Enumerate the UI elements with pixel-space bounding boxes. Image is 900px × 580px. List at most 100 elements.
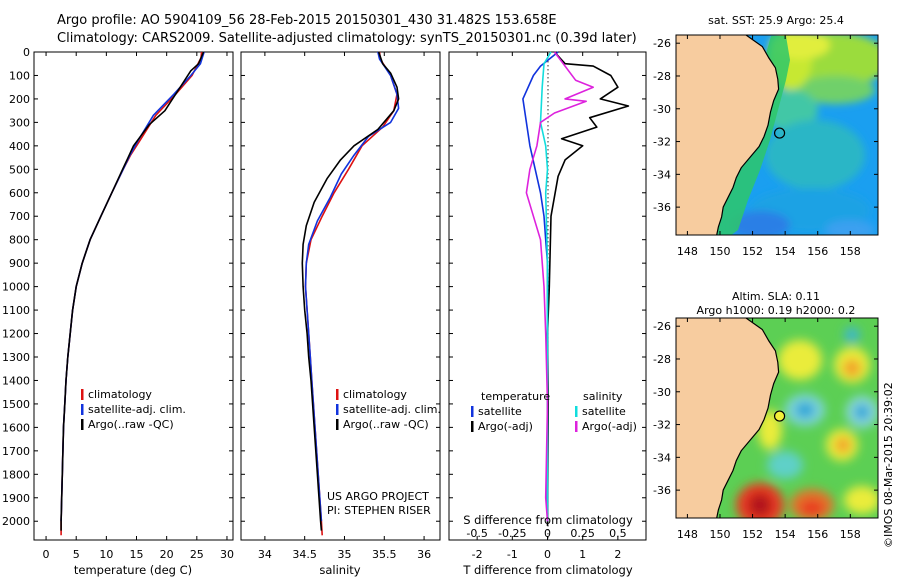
legend-label: temperature <box>481 390 550 403</box>
legend-swatch <box>336 404 339 415</box>
series-line-argo-raw-qc- <box>60 51 205 531</box>
depth-tick-label: 100 <box>9 69 30 82</box>
depth-tick-label: 300 <box>9 116 30 129</box>
map-y-tick-label: -36 <box>653 201 671 214</box>
x-tick-label: -2 <box>472 548 483 561</box>
map-y-tick-label: -32 <box>653 136 671 149</box>
legend-label: Argo(..raw -QC) <box>343 418 429 431</box>
salinity-plot-frame <box>240 51 441 541</box>
map-x-tick-label: 154 <box>775 245 796 258</box>
x-tick-label: 35.5 <box>372 548 397 561</box>
x-tick-label: 2 <box>614 548 621 561</box>
figure-title-line1: Argo profile: AO 5904109_56 28-Feb-2015 … <box>57 13 557 28</box>
sst-map-ticks: 148 150 152 154 156 158 -26 -28 -30 -32 -34 -36 <box>653 35 878 258</box>
figure-title-line2: Climatology: CARS2009. Satellite-adjuste… <box>57 31 637 46</box>
depth-tick-label: 1000 <box>2 281 30 294</box>
sst-map-title: sat. SST: 25.9 Argo: 25.4 <box>708 14 844 27</box>
x-tick-label: 20 <box>160 548 174 561</box>
depth-tick-label: 1600 <box>2 421 30 434</box>
map-y-tick-label: -30 <box>653 386 671 399</box>
sla-map-area <box>676 318 878 518</box>
x-tick-label: -1 <box>507 548 518 561</box>
map-y-tick-label: -28 <box>653 70 671 83</box>
difference-x-ticks: -2 -1 0 1 2 <box>449 51 646 561</box>
temperature-x-ticks: 0 5 10 15 20 25 30 <box>34 51 234 561</box>
map-y-tick-label: -26 <box>653 320 671 333</box>
map-x-tick-label: 150 <box>709 528 730 541</box>
sst-map-frame <box>675 34 879 236</box>
sst-field <box>730 35 878 235</box>
depth-tick-label: 200 <box>9 93 30 106</box>
map-y-tick-label: -34 <box>653 451 671 464</box>
sst-map-area <box>676 35 878 235</box>
series-line-argo-raw-qc- <box>301 51 400 531</box>
legend-label: Argo(..raw -QC) <box>88 418 174 431</box>
map-y-tick-label: -36 <box>653 484 671 497</box>
series-line-salinity-satellite <box>539 51 552 522</box>
salinity-series-group <box>301 51 400 536</box>
pi-annotation: PI: STEPHEN RISER <box>327 504 431 517</box>
depth-tick-label: 1400 <box>2 374 30 387</box>
difference-series-group <box>522 51 630 526</box>
depth-tick-label: 1800 <box>2 468 30 481</box>
imos-footer: ©IMOS 08-Mar-2015 20:39:02 <box>882 382 895 548</box>
depth-tick-label: 1200 <box>2 328 30 341</box>
sla-map-panel: Altim. SLA: 0.11 Argo h1000: 0.19 h2000:… <box>653 290 879 541</box>
sla-map-frame <box>675 317 879 519</box>
temperature-plot-frame <box>33 51 234 541</box>
x-tick-label: 25 <box>190 548 204 561</box>
legend-swatch <box>575 421 578 432</box>
map-y-tick-label: -32 <box>653 419 671 432</box>
salinity-x-ticks: 34 34.5 35 35.5 36 <box>241 51 440 561</box>
map-x-tick-label: 154 <box>775 528 796 541</box>
map-x-tick-label: 158 <box>840 528 861 541</box>
depth-tick-label: 2000 <box>2 515 30 528</box>
depth-tick-label: 800 <box>9 234 30 247</box>
depth-tick-label: 1500 <box>2 398 30 411</box>
salinity-difference-ticks: -0.5 -0.25 0 0.25 0.5 <box>466 527 626 540</box>
legend-swatch <box>471 421 474 432</box>
s-difference-axis-label: S difference from climatology <box>463 513 633 527</box>
depth-tick-label: 0 <box>23 46 30 59</box>
depth-tick-label: 400 <box>9 140 30 153</box>
sla-map-title-line1: Altim. SLA: 0.11 <box>732 290 820 303</box>
depth-tick-label: 1700 <box>2 445 30 458</box>
x-tick-label: 35 <box>337 548 351 561</box>
map-x-tick-label: 152 <box>742 528 763 541</box>
sst-float-marker <box>773 127 786 139</box>
depth-tick-label: 1300 <box>2 351 30 364</box>
legend-label: climatology <box>343 388 407 401</box>
series-line-temperature-satellite <box>522 51 559 522</box>
legend-label: satellite <box>478 405 522 418</box>
temperature-legend: climatology satellite-adj. clim. Argo(..ra… <box>81 388 186 431</box>
map-y-tick-label: -30 <box>653 103 671 116</box>
difference-legend: temperature satellite Argo(-adj) salinity sa… <box>471 390 637 433</box>
map-x-tick-label: 148 <box>677 528 698 541</box>
depth-tick-label: 600 <box>9 187 30 200</box>
legend-swatch <box>81 419 84 430</box>
legend-swatch <box>81 404 84 415</box>
map-y-tick-label: -34 <box>653 168 671 181</box>
depth-tick-label: 1100 <box>2 304 30 317</box>
sla-field <box>736 327 878 518</box>
t-difference-axis-label: T difference from climatology <box>462 563 633 577</box>
x-tick-label: 34.5 <box>292 548 317 561</box>
map-y-tick-label: -26 <box>653 37 671 50</box>
series-line-salinity-argo-adj- <box>525 51 595 522</box>
project-annotation: US ARGO PROJECT <box>327 490 429 503</box>
sst-coastline <box>716 35 780 235</box>
legend-label: satellite-adj. clim. <box>343 403 441 416</box>
x-tick-label: 36 <box>417 548 431 561</box>
x-tick-label: 0 <box>43 548 50 561</box>
map-x-tick-label: 156 <box>807 245 828 258</box>
x-tick-label: 34 <box>258 548 272 561</box>
temperature-axis-label: temperature (deg C) <box>74 563 192 577</box>
x-tick-label: 5 <box>73 548 80 561</box>
legend-swatch <box>336 419 339 430</box>
sla-land-mask <box>676 318 779 518</box>
temperature-series-group <box>60 51 205 536</box>
s-tick-label: 0.25 <box>570 527 595 540</box>
s-tick-label: -0.5 <box>466 527 487 540</box>
map-x-tick-label: 150 <box>709 245 730 258</box>
